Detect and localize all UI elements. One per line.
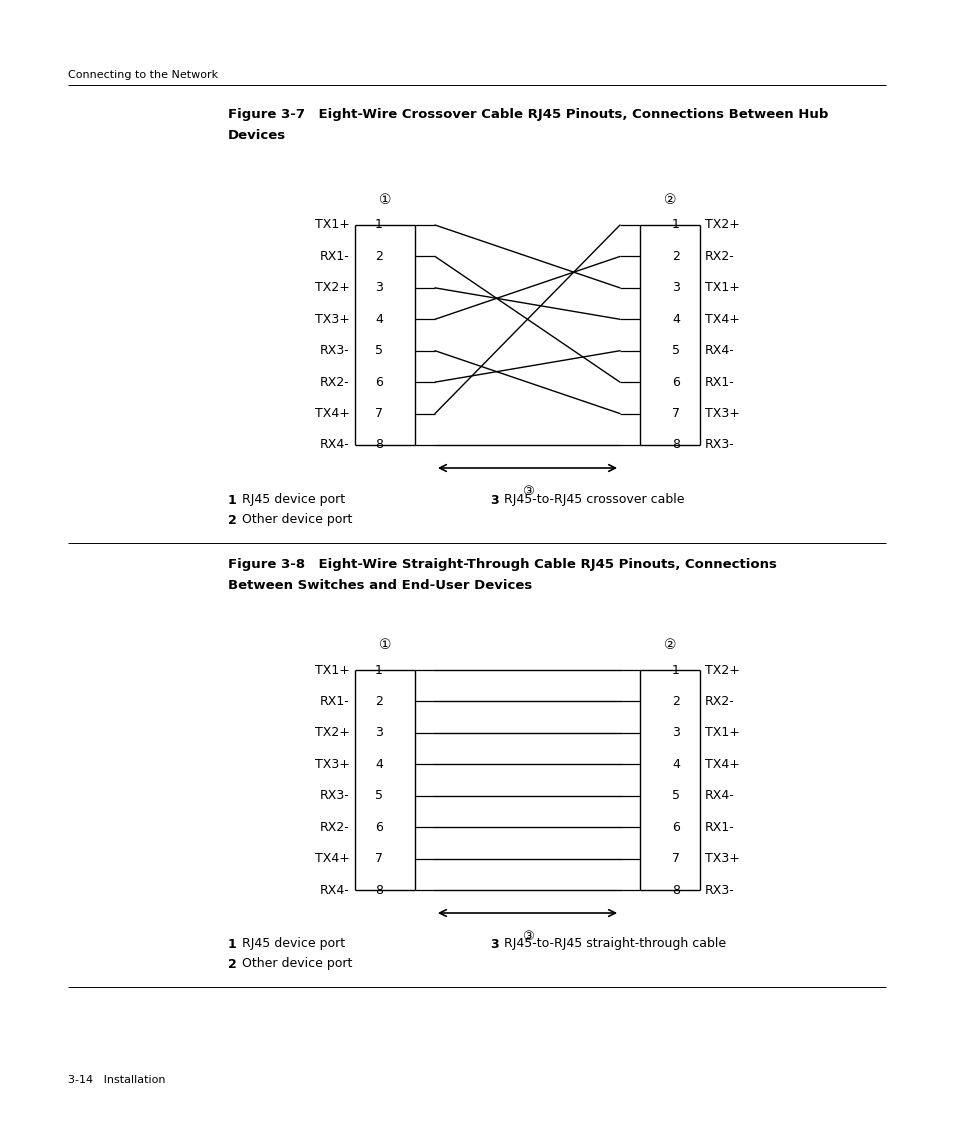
Text: 8: 8 [375,884,382,896]
Text: TX2+: TX2+ [704,664,740,676]
Text: 2: 2 [375,250,382,263]
Text: 6: 6 [671,375,679,389]
Text: RJ45 device port: RJ45 device port [242,938,345,950]
Text: Devices: Devices [228,129,286,141]
Text: RX1-: RX1- [704,375,734,389]
Text: 1: 1 [228,493,236,506]
Text: 6: 6 [671,821,679,833]
Text: TX4+: TX4+ [704,313,740,326]
Text: RX1-: RX1- [320,695,350,707]
Text: 3: 3 [490,493,498,506]
Text: 1: 1 [375,664,382,676]
Text: 5: 5 [375,345,382,357]
Text: TX1+: TX1+ [704,282,740,294]
Text: 5: 5 [671,789,679,802]
Text: 8: 8 [671,884,679,896]
Text: TX2+: TX2+ [314,727,350,739]
Text: RX4-: RX4- [704,345,734,357]
Text: 3: 3 [671,282,679,294]
Text: ①: ① [378,638,391,652]
Text: TX3+: TX3+ [704,852,740,865]
Text: RX3-: RX3- [704,438,734,451]
Text: TX1+: TX1+ [314,219,350,231]
Text: RX2-: RX2- [320,821,350,833]
Text: TX4+: TX4+ [704,758,740,770]
Text: 2: 2 [671,250,679,263]
Text: 3: 3 [375,727,382,739]
Text: RX2-: RX2- [704,695,734,707]
Text: 1: 1 [228,938,236,950]
Text: 2: 2 [671,695,679,707]
Text: 4: 4 [375,313,382,326]
Text: Figure 3-7: Figure 3-7 [228,108,305,121]
Text: TX3+: TX3+ [314,758,350,770]
Text: RJ45 device port: RJ45 device port [242,493,345,506]
Text: 3: 3 [490,938,498,950]
Text: 1: 1 [671,219,679,231]
Text: 5: 5 [375,789,382,802]
Text: RX1-: RX1- [320,250,350,263]
Text: Eight-Wire Crossover Cable RJ45 Pinouts, Connections Between Hub: Eight-Wire Crossover Cable RJ45 Pinouts,… [299,108,827,121]
Text: RX4-: RX4- [320,438,350,451]
Text: 2: 2 [228,513,236,527]
Text: 4: 4 [671,313,679,326]
Text: RX2-: RX2- [704,250,734,263]
Text: 4: 4 [671,758,679,770]
Text: Figure 3-8: Figure 3-8 [228,558,305,570]
Text: RX4-: RX4- [704,789,734,802]
Text: TX2+: TX2+ [314,282,350,294]
Text: RX4-: RX4- [320,884,350,896]
Text: 2: 2 [228,958,236,970]
Text: TX3+: TX3+ [314,313,350,326]
Text: RX3-: RX3- [320,789,350,802]
Text: RX1-: RX1- [704,821,734,833]
Text: 7: 7 [671,852,679,865]
Text: 7: 7 [375,407,382,420]
Text: ②: ② [663,193,676,207]
Text: ①: ① [378,193,391,207]
Text: TX2+: TX2+ [704,219,740,231]
Text: 7: 7 [375,852,382,865]
Text: Eight-Wire Straight-Through Cable RJ45 Pinouts, Connections: Eight-Wire Straight-Through Cable RJ45 P… [299,558,776,570]
Text: RX3-: RX3- [320,345,350,357]
Text: Other device port: Other device port [242,513,352,527]
Text: Other device port: Other device port [242,958,352,970]
Text: 3-14   Installation: 3-14 Installation [68,1075,165,1085]
Text: TX1+: TX1+ [704,727,740,739]
Text: 8: 8 [375,438,382,451]
Text: RX3-: RX3- [704,884,734,896]
Text: RJ45-to-RJ45 straight-through cable: RJ45-to-RJ45 straight-through cable [503,938,725,950]
Text: TX4+: TX4+ [314,407,350,420]
Text: 6: 6 [375,375,382,389]
Text: Connecting to the Network: Connecting to the Network [68,70,218,80]
Text: RX2-: RX2- [320,375,350,389]
Text: Between Switches and End-User Devices: Between Switches and End-User Devices [228,579,532,592]
Text: 6: 6 [375,821,382,833]
Text: TX3+: TX3+ [704,407,740,420]
Text: TX4+: TX4+ [314,852,350,865]
Text: ②: ② [663,638,676,652]
Text: TX1+: TX1+ [314,664,350,676]
Text: ③: ③ [521,930,533,943]
Text: 7: 7 [671,407,679,420]
Text: 3: 3 [375,282,382,294]
Text: 3: 3 [671,727,679,739]
Text: 1: 1 [375,219,382,231]
Text: 8: 8 [671,438,679,451]
Text: ③: ③ [521,485,533,497]
Text: 4: 4 [375,758,382,770]
Text: 1: 1 [671,664,679,676]
Text: 5: 5 [671,345,679,357]
Text: 2: 2 [375,695,382,707]
Text: RJ45-to-RJ45 crossover cable: RJ45-to-RJ45 crossover cable [503,493,684,506]
